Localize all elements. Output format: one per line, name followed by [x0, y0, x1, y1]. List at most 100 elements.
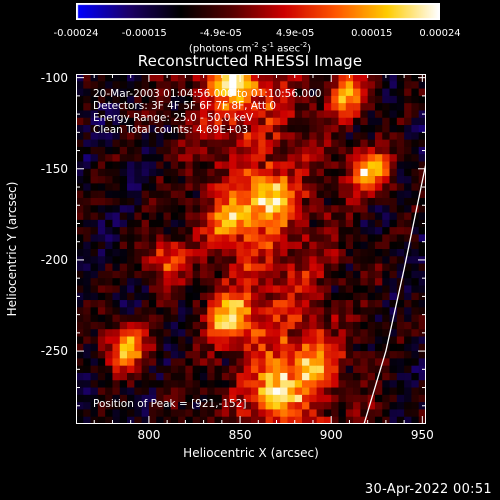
heatmap-cell: [214, 300, 223, 308]
heatmap-cell: [309, 358, 317, 366]
heatmap-cell: [418, 81, 427, 89]
heatmap-cell: [156, 329, 164, 337]
heatmap-cell: [382, 161, 390, 170]
heatmap-cell: [302, 387, 310, 396]
heatmap-cell: [163, 146, 172, 155]
heatmap-cell: [374, 329, 383, 337]
heatmap-cell: [251, 270, 259, 279]
heatmap-cell: [338, 358, 347, 366]
heatmap-cell: [396, 380, 405, 388]
heatmap-cell: [83, 125, 91, 133]
heatmap-cell: [134, 212, 142, 221]
heatmap-cell: [258, 74, 266, 82]
heatmap-cell: [345, 329, 354, 337]
heatmap-cell: [243, 227, 252, 235]
heatmap-cell: [229, 358, 237, 366]
heatmap-cell: [280, 256, 288, 264]
heatmap-cell: [148, 234, 157, 243]
heatmap-cell: [76, 249, 84, 257]
heatmap-cell: [134, 387, 142, 396]
heatmap-cell: [76, 321, 84, 330]
heatmap-cell: [265, 168, 274, 177]
heatmap-cell: [199, 300, 208, 308]
colorbar-tick-label: 4.9e-05: [275, 28, 315, 39]
heatmap-cell: [389, 234, 398, 243]
heatmap-cell: [360, 307, 368, 315]
heatmap-cell: [127, 88, 135, 97]
heatmap-cell: [207, 219, 215, 228]
heatmap-cell: [141, 88, 150, 97]
heatmap-cell: [294, 234, 303, 243]
heatmap-cell: [236, 387, 245, 396]
heatmap-cell: [221, 95, 230, 104]
heatmap-cell: [280, 314, 288, 323]
heatmap-cell: [251, 394, 259, 403]
heatmap-cell: [141, 278, 150, 286]
heatmap-cell: [396, 117, 405, 126]
heatmap-cell: [90, 292, 99, 301]
heatmap-cell: [134, 270, 142, 279]
heatmap-cell: [251, 256, 259, 264]
heatmap-cell: [251, 380, 259, 388]
heatmap-cell: [280, 416, 288, 425]
heatmap-cell: [178, 321, 186, 330]
heatmap-cell: [192, 416, 201, 425]
heatmap-cell: [316, 380, 325, 388]
heatmap-cell: [251, 351, 259, 359]
heatmap-cell: [287, 343, 296, 352]
heatmap-cell: [229, 278, 237, 286]
heatmap-cell: [83, 329, 91, 337]
heatmap-cell: [338, 285, 347, 294]
heatmap-cell: [192, 307, 201, 315]
heatmap-cell: [367, 351, 376, 359]
heatmap-cell: [353, 343, 361, 352]
heatmap-cell: [163, 219, 172, 228]
heatmap-cell: [112, 146, 121, 155]
heatmap-cell: [170, 402, 179, 410]
heatmap-cell: [76, 227, 84, 235]
heatmap-cell: [345, 132, 354, 140]
heatmap-cell: [302, 409, 310, 418]
heatmap-cell: [309, 394, 317, 403]
heatmap-cell: [302, 125, 310, 133]
heatmap-cell: [127, 300, 135, 308]
heatmap-cell: [243, 256, 252, 264]
heatmap-cell: [243, 132, 252, 140]
heatmap-cell: [112, 409, 121, 418]
heatmap-cell: [90, 139, 99, 148]
heatmap-cell: [112, 176, 121, 184]
heatmap-cell: [338, 263, 347, 272]
heatmap-cell: [331, 278, 339, 286]
heatmap-cell: [76, 81, 84, 89]
heatmap-cell: [229, 336, 237, 345]
heatmap-cell: [127, 125, 135, 133]
heatmap-cell: [309, 249, 317, 257]
heatmap-cell: [272, 183, 281, 191]
heatmap-cell: [229, 263, 237, 272]
heatmap-cell: [207, 300, 215, 308]
heatmap-cell: [353, 409, 361, 418]
heatmap-cell: [134, 241, 142, 250]
heatmap-cell: [112, 212, 121, 221]
heatmap-cell: [127, 103, 135, 111]
heatmap-cell: [163, 197, 172, 206]
heatmap-cell: [83, 176, 91, 184]
heatmap-cell: [382, 88, 390, 97]
heatmap-cell: [119, 95, 128, 104]
heatmap-cell: [251, 387, 259, 396]
heatmap-cell: [302, 351, 310, 359]
heatmap-cell: [229, 161, 237, 170]
heatmap-cell: [170, 154, 179, 162]
heatmap-cell: [265, 103, 274, 111]
heatmap-cell: [396, 88, 405, 97]
heatmap-cell: [178, 358, 186, 366]
heatmap-cell: [76, 117, 84, 126]
heatmap-cell: [360, 343, 368, 352]
heatmap-cell: [199, 176, 208, 184]
heatmap-cell: [185, 132, 193, 140]
heatmap-cell: [309, 387, 317, 396]
heatmap-cell: [389, 125, 398, 133]
heatmap-cell: [185, 95, 193, 104]
heatmap-cell: [272, 314, 281, 323]
heatmap-cell: [287, 205, 296, 213]
